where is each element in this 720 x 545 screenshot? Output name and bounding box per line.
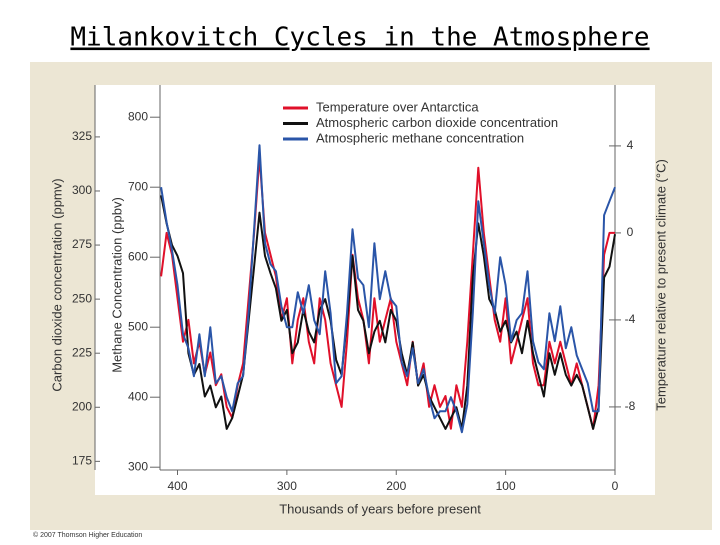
y3-tick-label: 600 xyxy=(128,249,148,263)
credit: © 2007 Thomson Higher Education xyxy=(33,531,142,539)
y2-tick-label: 0 xyxy=(627,225,634,239)
x-tick-label: 400 xyxy=(167,479,187,493)
x-tick-label: 100 xyxy=(496,479,516,493)
x-tick-label: 200 xyxy=(386,479,406,493)
y-tick-label: 225 xyxy=(72,345,92,359)
y-tick-label: 300 xyxy=(72,183,92,197)
y3-tick-label: 700 xyxy=(128,179,148,193)
x-tick-label: 0 xyxy=(612,479,619,493)
series-line xyxy=(160,144,616,434)
y3-tick-label: 800 xyxy=(128,109,148,123)
y-tick-label: 250 xyxy=(72,291,92,305)
y3-tick-label: 300 xyxy=(128,459,148,473)
y-tick-label: 325 xyxy=(72,129,92,143)
slide-title: Milankovitch Cycles in the Atmosphere xyxy=(70,23,649,53)
y2-tick-label: -4 xyxy=(625,312,636,326)
y2-tick-label: 4 xyxy=(627,138,634,152)
legend-label: Atmospheric carbon dioxide concentration xyxy=(316,115,558,130)
y3-tick-label: 500 xyxy=(128,319,148,333)
y-tick-label: 275 xyxy=(72,237,92,251)
y3-axis-label: Methane Concentration (ppbv) xyxy=(109,197,124,373)
y-axis-label: Carbon dioxide concentration (ppmv) xyxy=(49,178,64,391)
legend-label: Atmospheric methane concentration xyxy=(316,130,524,145)
y-tick-label: 200 xyxy=(72,399,92,413)
y2-axis-label: Temperature relative to present climate … xyxy=(653,159,668,411)
x-tick-label: 300 xyxy=(277,479,297,493)
legend-label: Temperature over Antarctica xyxy=(316,99,479,114)
y2-tick-label: -8 xyxy=(625,399,636,413)
y-tick-label: 175 xyxy=(72,454,92,468)
plot-background xyxy=(95,85,655,495)
x-axis-label: Thousands of years before present xyxy=(279,501,481,516)
y3-tick-label: 400 xyxy=(128,389,148,403)
series-line xyxy=(160,195,616,430)
